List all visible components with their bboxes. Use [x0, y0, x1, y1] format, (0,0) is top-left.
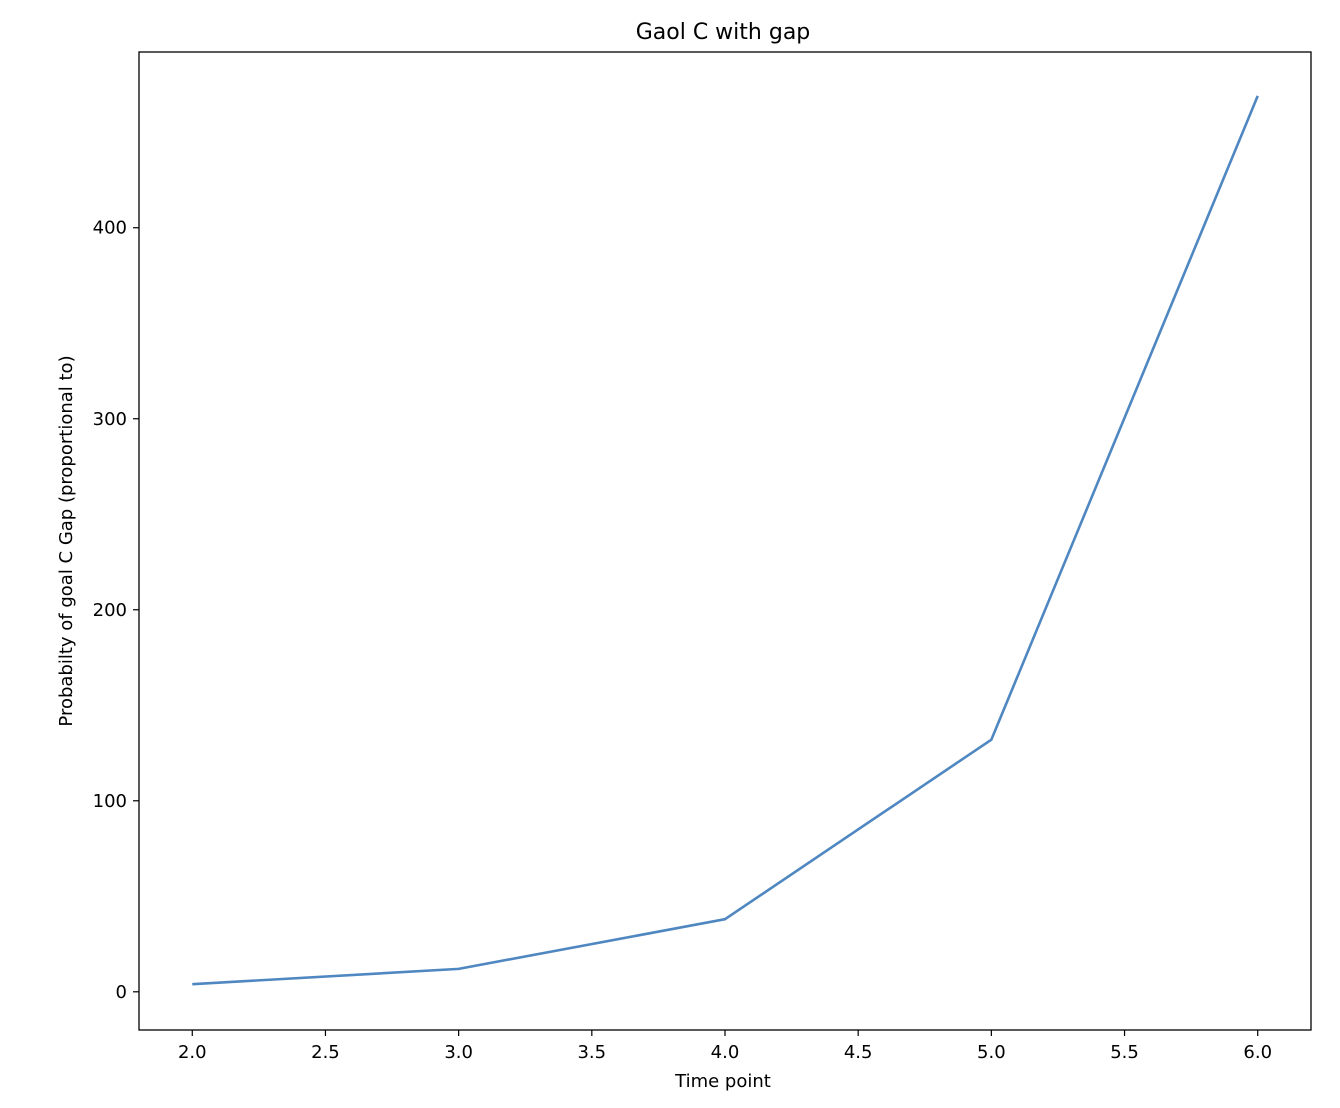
chart-title: Gaol C with gap	[636, 20, 811, 45]
plot-frame	[138, 51, 1312, 1031]
y-tick-label: 0	[116, 982, 127, 1003]
x-axis: 2.0 2.5 3.0 3.5 4.0 4.5 5.0 5.5 6.0	[178, 1030, 1272, 1063]
x-tick-label: 4.5	[844, 1042, 873, 1063]
x-tick-label: 2.5	[311, 1042, 340, 1063]
series-layer	[192, 95, 1259, 986]
x-tick-label: 4.0	[711, 1042, 740, 1063]
x-tick-label: 6.0	[1243, 1042, 1272, 1063]
x-tick-label: 3.0	[444, 1042, 473, 1063]
x-tick-label: 5.5	[1110, 1042, 1139, 1063]
x-axis-label: Time point	[674, 1071, 771, 1092]
y-axis-label: Probabilty of goal C Gap (proportional t…	[56, 355, 77, 726]
y-tick-label: 200	[93, 600, 127, 621]
x-tick-label: 3.5	[577, 1042, 606, 1063]
y-tick-label: 300	[93, 409, 127, 430]
series-line	[192, 95, 1259, 986]
x-tick-label: 2.0	[178, 1042, 207, 1063]
y-axis: 0 100 200 300 400	[93, 218, 139, 1003]
x-tick-label: 5.0	[977, 1042, 1006, 1063]
y-tick-label: 400	[93, 218, 127, 239]
y-tick-label: 100	[93, 791, 127, 812]
